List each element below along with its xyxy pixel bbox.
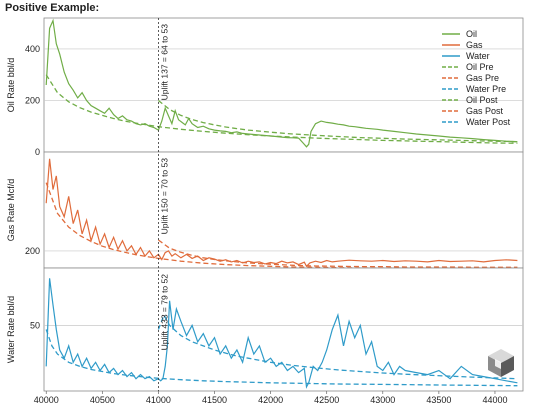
series-oil-pre [45, 74, 518, 144]
y-axis-label: Water Rate bbl/d [6, 296, 16, 363]
legend-entry: Gas [466, 40, 483, 50]
x-tick-label: 41000 [146, 395, 171, 405]
legend-entry: Oil [466, 29, 477, 39]
x-tick-label: 44000 [482, 395, 507, 405]
y-tick-label: 0 [35, 147, 40, 157]
panel-gas: 200 Gas Rate Mcf/d Uplift 150 = 70 to 53 [6, 151, 524, 269]
legend-entry: Oil Post [466, 95, 498, 105]
panel-water: 50 Water Rate bbl/d Uplift 433 = 79 to 52 [6, 267, 524, 392]
series-gas [45, 158, 518, 268]
y-axis-label: Oil Rate bbl/d [6, 58, 16, 113]
panel-frame [43, 267, 524, 392]
y-tick-label: 200 [25, 246, 40, 256]
legend-entry: Water [466, 51, 490, 61]
y-tick-label: 50 [30, 320, 40, 330]
x-tick-label: 42000 [258, 395, 283, 405]
panel-oil: 0 200 400 Oil Rate bbl/d Uplift 137 = 64 to … [6, 17, 524, 157]
panel-frame [43, 17, 524, 153]
y-axis-label: Gas Rate Mcf/d [6, 179, 16, 242]
x-tick-label: 40000 [34, 395, 59, 405]
x-tick-label: 43500 [426, 395, 451, 405]
y-tick-label: 200 [25, 95, 40, 105]
legend-entry: Water Post [466, 117, 511, 127]
x-tick-label: 43000 [370, 395, 395, 405]
cube-logo-icon [488, 349, 514, 377]
legend-entry: Water Pre [466, 84, 506, 94]
uplift-annotation: Uplift 137 = 64 to 53 [159, 24, 169, 101]
series-oil [45, 18, 518, 148]
series-water [45, 278, 518, 389]
x-tick-label: 40500 [90, 395, 115, 405]
uplift-annotation: Uplift 433 = 79 to 52 [159, 274, 169, 351]
series-water-post [157, 313, 518, 380]
legend-entry: Gas Pre [466, 73, 499, 83]
legend-entry: Gas Post [466, 106, 504, 116]
y-tick-label: 400 [25, 44, 40, 54]
series-water-pre [45, 329, 518, 387]
series-oil-post [157, 99, 518, 143]
legend-entry: Oil Pre [466, 62, 494, 72]
uplift-annotation: Uplift 150 = 70 to 53 [159, 158, 169, 235]
x-tick-label: 41500 [202, 395, 227, 405]
page-header: Positive Example: [5, 2, 100, 14]
x-tick-label: 42500 [314, 395, 339, 405]
